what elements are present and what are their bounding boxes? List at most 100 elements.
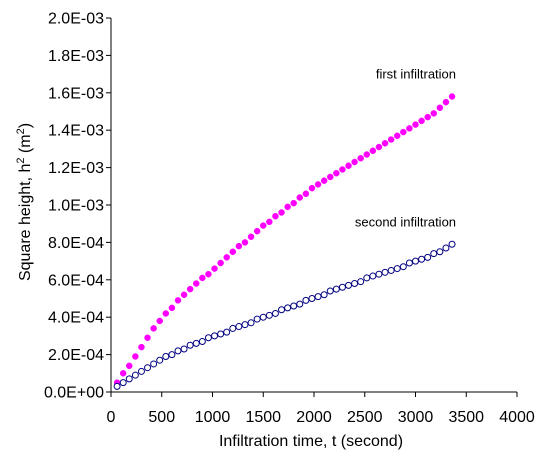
data-point — [229, 248, 237, 255]
data-point — [247, 233, 255, 241]
data-point — [296, 194, 304, 201]
data-point — [436, 248, 444, 256]
data-point — [345, 281, 353, 289]
data-point — [351, 280, 359, 288]
data-point — [253, 315, 261, 323]
data-point — [393, 265, 401, 273]
data-point — [351, 158, 358, 166]
data-point — [290, 199, 297, 207]
data-point — [156, 317, 163, 325]
data-point — [180, 345, 188, 353]
data-point — [174, 297, 182, 304]
data-point — [406, 125, 413, 132]
data-point — [156, 356, 164, 364]
data-point — [399, 263, 407, 271]
data-point — [430, 110, 438, 117]
x-tick-label: 1500 — [245, 409, 281, 426]
data-point — [266, 218, 273, 226]
data-point — [186, 341, 194, 349]
data-point — [381, 268, 389, 276]
data-point — [259, 313, 267, 321]
data-point — [278, 209, 285, 216]
data-point — [168, 351, 176, 359]
x-tick-label: 3000 — [398, 409, 434, 426]
y-tick-label: 0.0E+00 — [44, 385, 104, 402]
data-point — [217, 259, 224, 267]
y-tick-label: 6.0E-04 — [48, 272, 104, 289]
x-tick-label: 2000 — [296, 409, 332, 426]
data-point — [150, 325, 157, 332]
x-axis-label: Infiltration time, t (second) — [219, 433, 403, 450]
y-tick-label: 8.0E-04 — [48, 235, 104, 252]
y-axis-label: Square height, h2 (m2) — [15, 123, 34, 281]
data-point — [144, 334, 151, 342]
data-point — [424, 113, 431, 121]
y-tick-label: 4.0E-04 — [48, 310, 104, 327]
data-point — [333, 169, 340, 177]
data-point — [150, 360, 158, 368]
data-point — [125, 375, 133, 383]
y-tick-label: 2.0E-04 — [48, 347, 104, 364]
data-point — [320, 177, 328, 184]
data-point — [369, 147, 377, 155]
data-point — [217, 330, 225, 338]
data-point — [302, 190, 310, 198]
y-axis-label-unit: (m — [17, 134, 34, 157]
x-tick-label: 2500 — [347, 409, 383, 426]
data-point — [375, 270, 383, 278]
data-point — [205, 270, 212, 278]
data-point — [186, 285, 194, 293]
data-point — [424, 253, 432, 261]
data-point — [314, 293, 322, 301]
data-point — [162, 352, 170, 360]
y-tick-label: 1.2E-03 — [48, 160, 104, 177]
data-point — [138, 343, 145, 351]
data-point — [338, 283, 346, 291]
x-tick-label: 4000 — [499, 409, 535, 426]
data-point — [241, 321, 249, 329]
data-point — [211, 332, 219, 340]
data-point — [247, 319, 255, 327]
data-point — [418, 255, 426, 263]
y-axis-label-close: ) — [17, 123, 34, 128]
data-point — [381, 140, 389, 147]
x-tick-label: 500 — [148, 409, 175, 426]
data-point — [326, 173, 334, 181]
y-axis-label-sup: 2 — [15, 158, 27, 164]
data-point — [357, 278, 365, 286]
data-point — [235, 323, 243, 331]
data-point — [174, 347, 182, 355]
series-2 — [113, 240, 456, 390]
data-point — [198, 338, 206, 346]
data-point — [199, 274, 206, 282]
data-point — [272, 212, 279, 220]
y-axis-label-unit-sup: 2 — [15, 128, 27, 134]
data-point — [253, 227, 261, 235]
data-point — [132, 353, 139, 360]
data-point — [400, 128, 407, 136]
data-point — [278, 306, 286, 314]
data-point — [168, 304, 176, 312]
data-point — [284, 203, 291, 211]
data-point — [448, 93, 456, 100]
data-point — [339, 166, 346, 173]
data-point — [137, 367, 145, 375]
data-point — [302, 296, 310, 304]
data-point — [271, 309, 279, 317]
data-point — [442, 98, 450, 106]
data-point — [192, 339, 200, 347]
data-point — [241, 239, 249, 246]
data-point — [430, 250, 438, 258]
data-point — [223, 328, 231, 336]
data-point — [211, 265, 218, 272]
y-tick-label: 2.0E-03 — [48, 11, 104, 28]
x-tick-label: 3500 — [448, 409, 484, 426]
data-point — [442, 244, 450, 252]
data-point — [363, 151, 371, 158]
series-annotation: first infiltration — [376, 67, 456, 82]
data-point — [162, 310, 170, 317]
series-1 — [113, 93, 456, 386]
data-point — [393, 132, 401, 140]
